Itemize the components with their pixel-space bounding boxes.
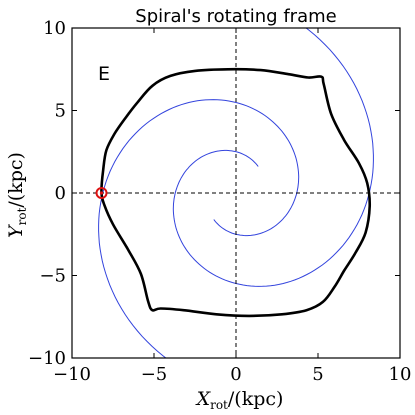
chart-title: Spiral's rotating frame — [135, 6, 336, 27]
orbit-curve — [100, 67, 372, 318]
x-tick-label: −10 — [53, 364, 91, 385]
x-tick-label: 0 — [230, 364, 241, 385]
y-tick-label: −10 — [28, 348, 66, 369]
spiral-arm-2 — [172, 28, 374, 287]
marker-dot — [99, 191, 104, 195]
y-axis: −10 −5 0 5 10 — [28, 18, 400, 369]
x-tick-label: 5 — [312, 364, 323, 385]
x-axis: −10 −5 0 5 10 — [53, 28, 411, 385]
y-tick-label: −5 — [39, 266, 66, 287]
marker-ring — [95, 187, 108, 199]
sun-marker — [95, 187, 108, 199]
x-tick-label: 10 — [389, 364, 412, 385]
x-tick-label: −5 — [141, 364, 168, 385]
spiral-arm-1 — [98, 99, 300, 358]
y-tick-label: 0 — [55, 183, 66, 204]
panel-letter: E — [98, 63, 110, 85]
y-tick-label: 5 — [55, 101, 66, 122]
spiral-arms — [98, 28, 374, 358]
y-tick-label: 10 — [43, 18, 66, 39]
x-axis-label: Xrot/(kpc) — [195, 388, 284, 412]
y-axis-label: Yrot/(kpc) — [5, 152, 29, 238]
